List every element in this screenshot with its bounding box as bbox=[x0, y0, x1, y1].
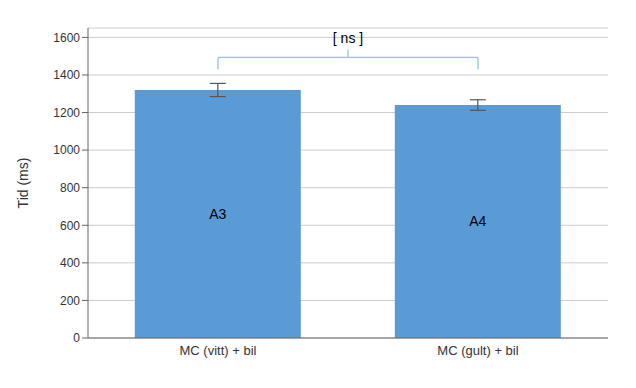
svg-text:1600: 1600 bbox=[53, 31, 80, 45]
svg-text:Tid (ms): Tid (ms) bbox=[15, 158, 31, 209]
svg-text:1200: 1200 bbox=[53, 106, 80, 120]
svg-text:0: 0 bbox=[73, 331, 80, 345]
svg-text:A4: A4 bbox=[469, 213, 486, 229]
svg-text:MC (vitt) + bil: MC (vitt) + bil bbox=[180, 343, 257, 358]
svg-text:[ ns ]: [ ns ] bbox=[333, 30, 363, 46]
svg-text:200: 200 bbox=[60, 294, 80, 308]
svg-text:800: 800 bbox=[60, 181, 80, 195]
svg-text:MC (gult) + bil: MC (gult) + bil bbox=[437, 343, 518, 358]
svg-text:400: 400 bbox=[60, 256, 80, 270]
svg-text:A3: A3 bbox=[209, 206, 226, 222]
svg-text:600: 600 bbox=[60, 219, 80, 233]
svg-text:1400: 1400 bbox=[53, 68, 80, 82]
svg-text:1000: 1000 bbox=[53, 143, 80, 157]
